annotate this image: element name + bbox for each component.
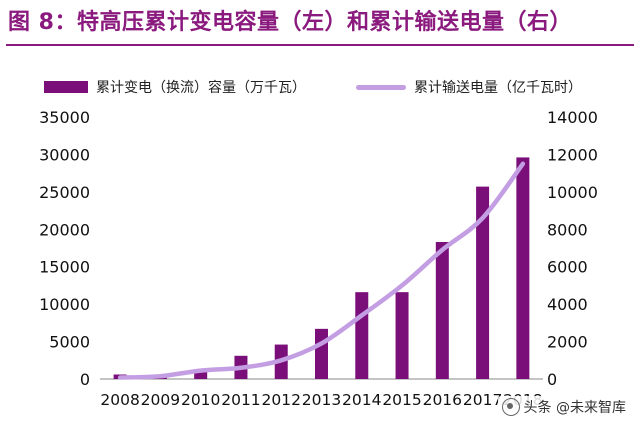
watermark-text: 头条 @未来智库 [523,400,626,416]
title-divider [6,44,634,46]
watermark: 头条 @未来智库 [497,396,630,418]
watermark-logo-icon [501,398,520,416]
left-y-tick-label: 35000 [39,108,90,127]
bar-2013 [315,328,328,379]
x-tick-label: 2015 [382,391,421,409]
x-tick-label: 2009 [141,391,180,409]
bar-2014 [355,292,369,379]
left-y-tick-label: 10000 [39,295,90,314]
bar-2016 [435,242,449,379]
right-y-tick-label: 14000 [547,108,598,127]
left-y-tick-label: 0 [80,370,90,389]
x-tick-label: 2013 [302,391,341,409]
x-tick-label: 2010 [181,391,220,409]
right-y-tick-label: 6000 [547,258,588,277]
legend-item-capacity: 累计变电（换流）容量（万千瓦） [44,76,306,98]
legend-line-swatch [356,84,406,90]
bar-2010 [194,369,208,379]
left-y-tick-label: 20000 [39,220,90,239]
right-y-tick-label: 8000 [547,220,588,239]
left-y-axis: 0 5000 10000 15000 20000 25000 30000 35000 [39,108,90,389]
right-y-tick-label: 0 [547,370,557,389]
x-tick-label: 2012 [262,391,301,409]
legend-item-transmission: 累计输送电量（亿千瓦时） [356,76,582,98]
x-tick-label: 2017 [463,391,502,409]
legend-label-transmission: 累计输送电量（亿千瓦时） [414,80,582,96]
x-tick-label: 2016 [423,391,462,409]
x-axis-labels: 2008 2009 2010 2011 2012 2013 2014 2015 2016 2017… [100,391,542,409]
chart-title: 图 8：特高压累计变电容量（左）和累计输送电量（右） [8,10,572,35]
line-series [117,161,526,380]
left-y-tick-label: 5000 [49,333,90,352]
right-y-tick-label: 12000 [547,145,598,164]
legend-bar-swatch [44,81,88,93]
left-y-tick-label: 30000 [39,145,90,164]
x-tick-label: 2014 [342,391,381,409]
right-y-tick-label: 4000 [547,295,588,314]
bar-2018 [516,157,530,379]
bar-2015 [395,292,409,379]
left-y-tick-label: 25000 [39,183,90,202]
x-tick-label: 2011 [221,391,260,409]
legend-label-capacity: 累计变电（换流）容量（万千瓦） [96,80,306,96]
right-y-tick-label: 10000 [547,183,598,202]
x-tick-label: 2008 [100,391,139,409]
bar-2017 [476,186,490,379]
right-y-axis: 0 2000 4000 6000 8000 10000 12000 14000 [547,108,598,389]
left-y-tick-label: 15000 [39,258,90,277]
right-y-tick-label: 2000 [547,333,588,352]
